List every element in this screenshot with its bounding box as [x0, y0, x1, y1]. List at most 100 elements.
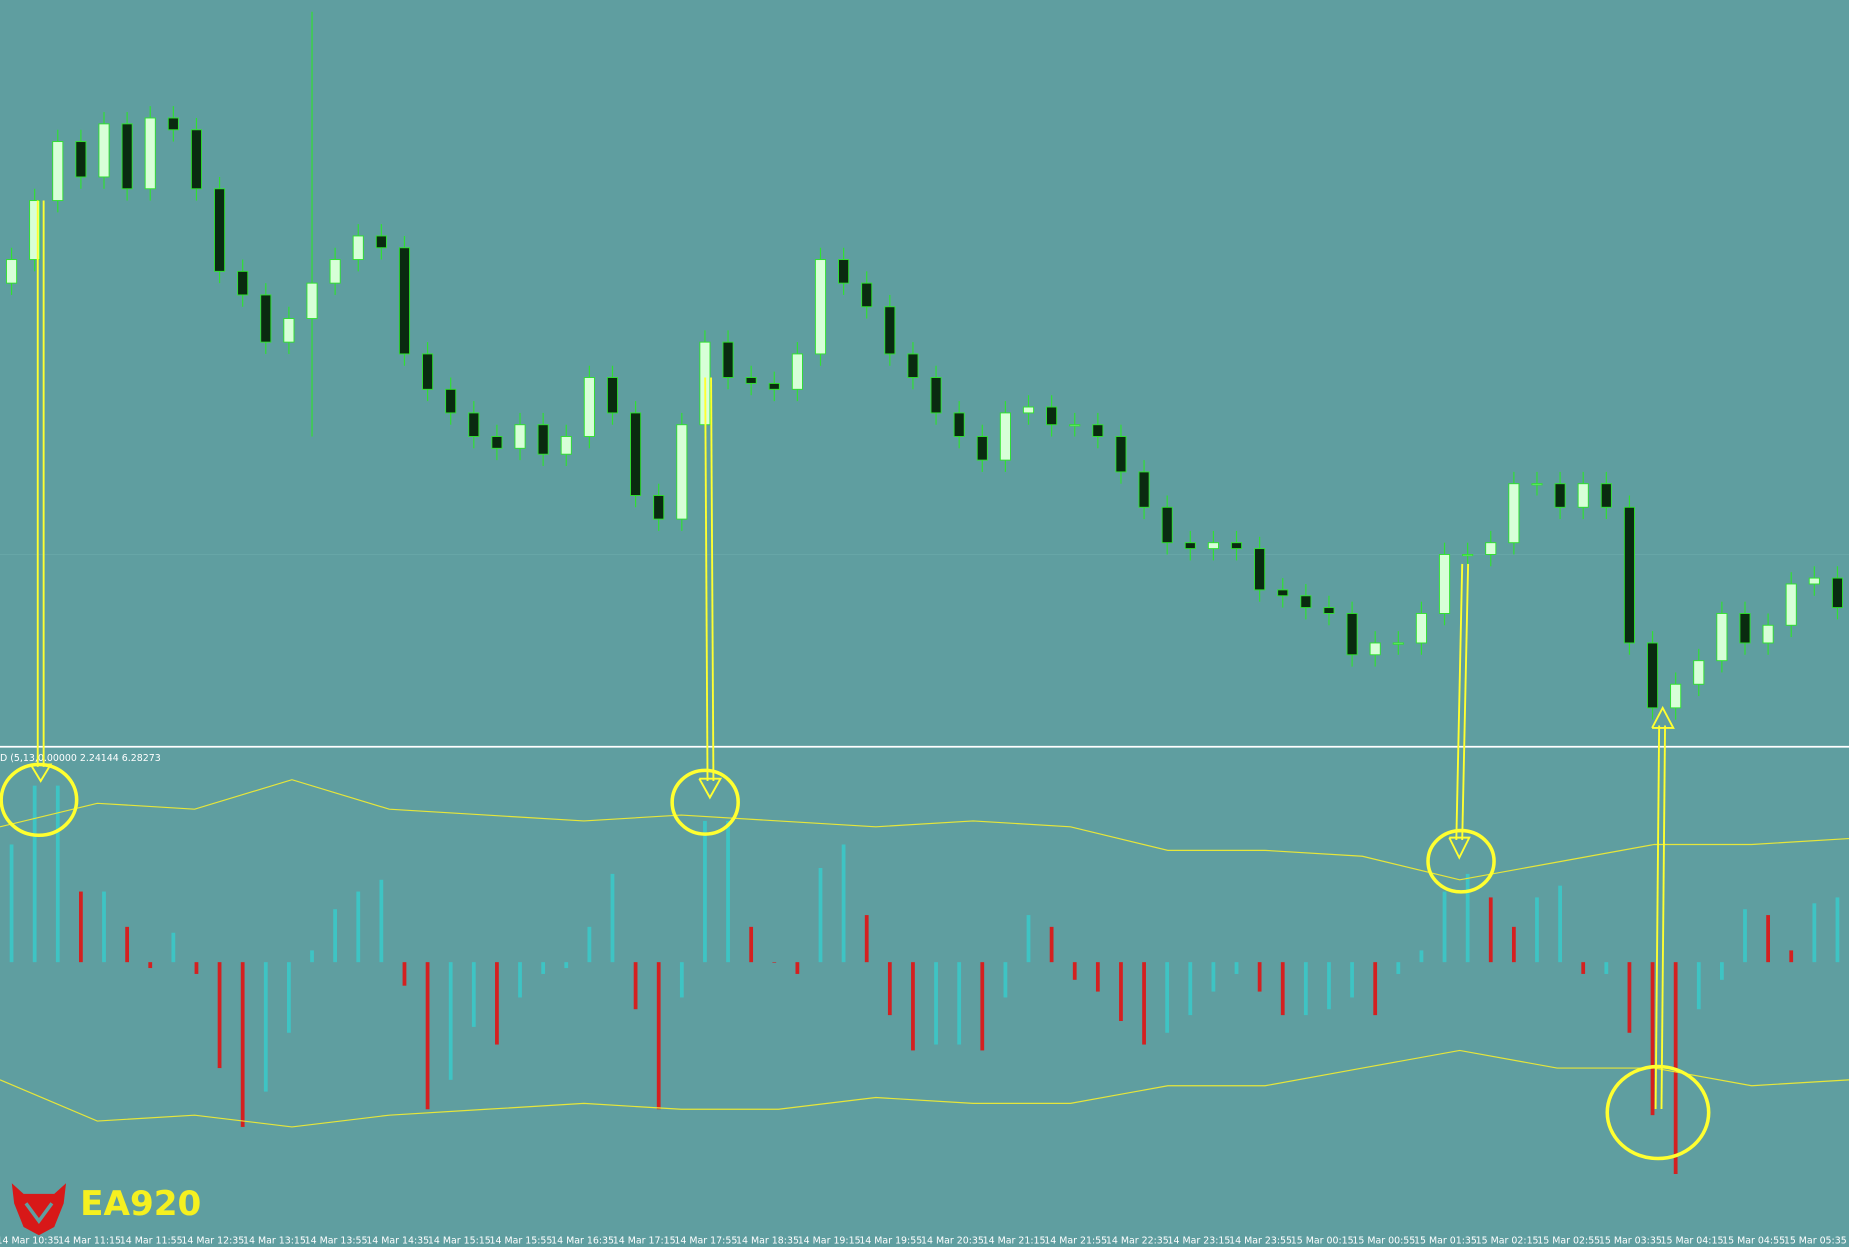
histogram-bar [1211, 962, 1216, 992]
histogram-bar [726, 820, 730, 963]
candle-body [5, 259, 18, 284]
candle-body [814, 259, 827, 355]
x-tick-label: 14 Mar 11:55 [120, 1236, 183, 1247]
histogram-bar [1350, 962, 1354, 998]
histogram-bar [679, 962, 684, 998]
x-tick-label: 15 Mar 05:35 [1784, 1236, 1847, 1247]
x-tick-label: 15 Mar 03:35 [1599, 1236, 1662, 1247]
candle-body [1346, 613, 1358, 656]
candle-body [260, 294, 272, 343]
histogram-bar [9, 844, 14, 963]
candle-body [1230, 542, 1243, 550]
histogram-bar [564, 962, 569, 969]
candle-body [167, 117, 179, 131]
candle-body [121, 123, 133, 190]
histogram-bar [934, 962, 938, 1045]
candle-body [144, 117, 156, 190]
candle-body [1022, 406, 1035, 414]
histogram-bar [1327, 962, 1331, 1010]
candle-body [398, 247, 411, 355]
histogram-bar [864, 915, 869, 963]
x-tick-label: 15 Mar 01:35 [1414, 1236, 1477, 1247]
histogram-bar [887, 962, 892, 1016]
histogram-bar [587, 926, 592, 963]
marks [0, 11, 1849, 1174]
histogram-bar [1188, 962, 1193, 1016]
x-tick-label: 15 Mar 02:55 [1537, 1236, 1600, 1247]
histogram-bar [1535, 897, 1539, 963]
histogram-bar [1419, 950, 1424, 963]
candle-body [1508, 483, 1520, 544]
x-tick-label: 15 Mar 04:55 [1722, 1236, 1785, 1247]
candle-body [884, 306, 896, 355]
histogram-bar [379, 879, 384, 963]
candle-body [976, 436, 988, 461]
x-tick-label: 15 Mar 00:55 [1352, 1236, 1415, 1247]
candle-body [1808, 577, 1820, 585]
candle-body [676, 424, 688, 520]
candle-body [1415, 613, 1427, 644]
histogram-bar [1719, 962, 1724, 980]
candle-body [1438, 554, 1451, 614]
indicator-label: D (5,13,0.00000 2.24144 6.28273 [0, 753, 161, 764]
histogram-bar [171, 932, 176, 963]
candle-body [214, 188, 226, 272]
candle-body [630, 412, 642, 496]
histogram-bar [217, 962, 222, 1069]
candle-body [907, 353, 919, 378]
histogram-bar [471, 962, 476, 1027]
annotations [0, 200, 1711, 1161]
candle-body [1184, 542, 1196, 550]
candle-body [237, 270, 249, 296]
candle-body [75, 141, 87, 178]
histogram-bar [333, 909, 338, 963]
histogram-bar [1650, 962, 1655, 1116]
candle-body [1046, 406, 1058, 426]
candle-body [999, 412, 1011, 461]
x-tick-label: 15 Mar 00:15 [1291, 1236, 1354, 1247]
histogram-bar [1743, 909, 1747, 963]
candle-body [1554, 483, 1566, 508]
histogram-bar [448, 962, 453, 1080]
histogram-bar [1142, 962, 1146, 1045]
candle-body [329, 259, 341, 284]
histogram-bar [1165, 962, 1170, 1033]
histogram-bar [1072, 962, 1077, 980]
x-tick-label: 14 Mar 15:55 [490, 1236, 553, 1247]
x-tick-label: 14 Mar 19:55 [859, 1236, 922, 1247]
histogram-bar [1257, 962, 1262, 992]
x-tick-label: 14 Mar 14:35 [366, 1236, 429, 1247]
candle-body [1462, 554, 1474, 557]
histogram-bar [749, 926, 754, 963]
histogram-bar [425, 962, 430, 1110]
histogram-bar [1488, 897, 1493, 963]
histogram-bar [287, 962, 291, 1033]
histogram-bar [1373, 962, 1378, 1016]
histogram-bar [263, 962, 268, 1092]
x-tick-label: 14 Mar 17:15 [613, 1236, 676, 1247]
logo: EA920 [11, 1183, 201, 1236]
candle-body [1161, 506, 1173, 544]
histogram-bar [125, 926, 130, 963]
candle-body [1600, 483, 1612, 508]
histogram-bar [656, 962, 661, 1110]
candle-body [491, 436, 503, 449]
histogram-bar [1119, 962, 1123, 1022]
x-tick-label: 14 Mar 18:35 [736, 1236, 799, 1247]
candle-body [1323, 607, 1335, 614]
candle-body [1785, 583, 1797, 626]
candle-body [768, 382, 780, 390]
histogram-bar [957, 962, 962, 1045]
x-tick-label: 14 Mar 19:15 [798, 1236, 861, 1247]
histogram-bar [795, 962, 800, 974]
candle-body [1623, 506, 1635, 644]
histogram-bar [79, 891, 83, 963]
candle-body [1831, 577, 1844, 609]
histogram-bar [1766, 915, 1770, 963]
histogram-bar [356, 891, 361, 963]
candle-body [52, 141, 64, 202]
x-tick-label: 14 Mar 10:35 [0, 1236, 59, 1247]
x-tick-label: 14 Mar 13:55 [305, 1236, 368, 1247]
